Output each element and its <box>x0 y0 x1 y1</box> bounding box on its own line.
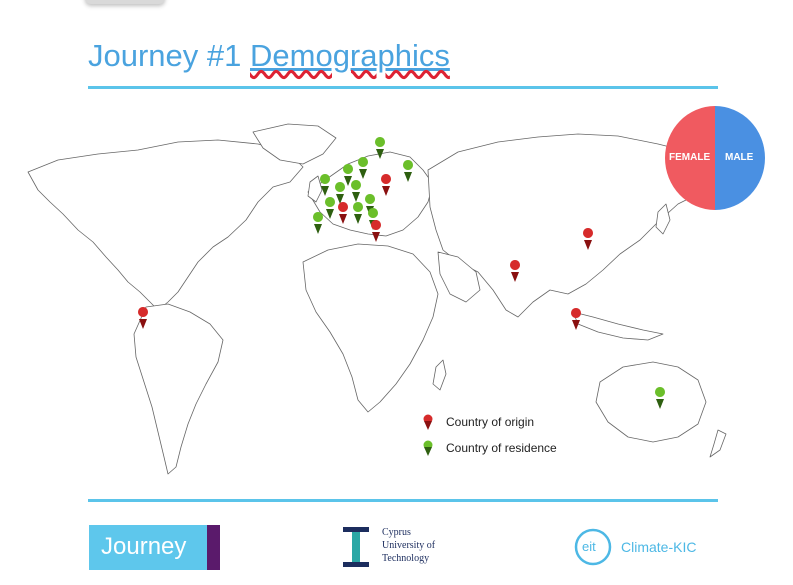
cut-logo-line3: Technology <box>382 553 430 564</box>
residence-pin <box>320 174 331 196</box>
title-divider <box>88 86 718 89</box>
origin-pin <box>510 260 521 282</box>
eit-ring-icon <box>574 528 612 566</box>
south-america-outline <box>133 303 224 475</box>
slide-title-part2: Demographics <box>250 38 450 73</box>
world-map <box>27 123 727 475</box>
residence-pin <box>313 212 324 234</box>
slide-title-part1: Journey #1 <box>88 38 250 73</box>
cut-logo-line1: Cyprus <box>382 527 411 538</box>
legend-row-origin: Country of origin <box>422 412 557 438</box>
journey-logo: Journey <box>89 525 220 570</box>
origin-pin-icon <box>423 414 433 430</box>
residence-pin <box>351 180 362 202</box>
journey-logo-bar <box>207 525 220 570</box>
cut-logo-mark-icon <box>343 527 369 567</box>
origin-pin <box>571 308 582 330</box>
map-legend: Country of origin Country of residence <box>422 412 557 464</box>
new-zealand-outline <box>709 429 727 458</box>
journey-logo-text: Journey <box>101 533 187 560</box>
legend-row-residence: Country of residence <box>422 438 557 464</box>
pie-slice-female <box>665 106 715 210</box>
indonesia-outline <box>572 311 664 341</box>
residence-pin <box>335 182 346 204</box>
footer-divider <box>88 499 718 502</box>
map-pins <box>138 137 666 409</box>
residence-pin <box>655 387 666 409</box>
climate-kic-text: Climate-KIC <box>621 539 697 555</box>
residence-pin-icon <box>423 440 433 456</box>
eit-climate-kic-logo: eit Climate-KIC <box>573 527 733 567</box>
origin-pin <box>381 174 392 196</box>
residence-pin <box>343 164 354 186</box>
origin-pin <box>371 220 382 242</box>
africa-outline <box>302 243 439 413</box>
australia-outline <box>595 361 707 443</box>
residence-pin <box>403 160 414 182</box>
uk-outline <box>307 175 323 203</box>
arabia-outline <box>437 251 481 303</box>
greenland-outline <box>252 123 337 165</box>
legend-residence-label: Country of residence <box>446 441 557 455</box>
origin-pin <box>138 307 149 329</box>
pie-label-female: FEMALE <box>669 152 711 163</box>
japan-outline <box>655 203 671 235</box>
legend-origin-label: Country of origin <box>446 415 535 429</box>
origin-pin <box>338 202 349 224</box>
pie-label-male: MALE <box>725 152 754 163</box>
madagascar-outline <box>432 359 447 391</box>
cut-logo-line2: University of <box>382 540 436 551</box>
gender-pie-chart <box>665 106 765 210</box>
eit-logo-text: eit <box>582 539 596 554</box>
residence-pin <box>325 197 336 219</box>
origin-pin <box>583 228 594 250</box>
slide-title: Journey #1 Demographics <box>88 38 450 74</box>
slide-corner-shadow <box>85 0 165 4</box>
residence-pin <box>353 202 364 224</box>
residence-pin <box>358 157 369 179</box>
residence-pin <box>375 137 386 159</box>
north-america-outline <box>27 139 304 311</box>
pie-slice-male <box>715 106 765 210</box>
